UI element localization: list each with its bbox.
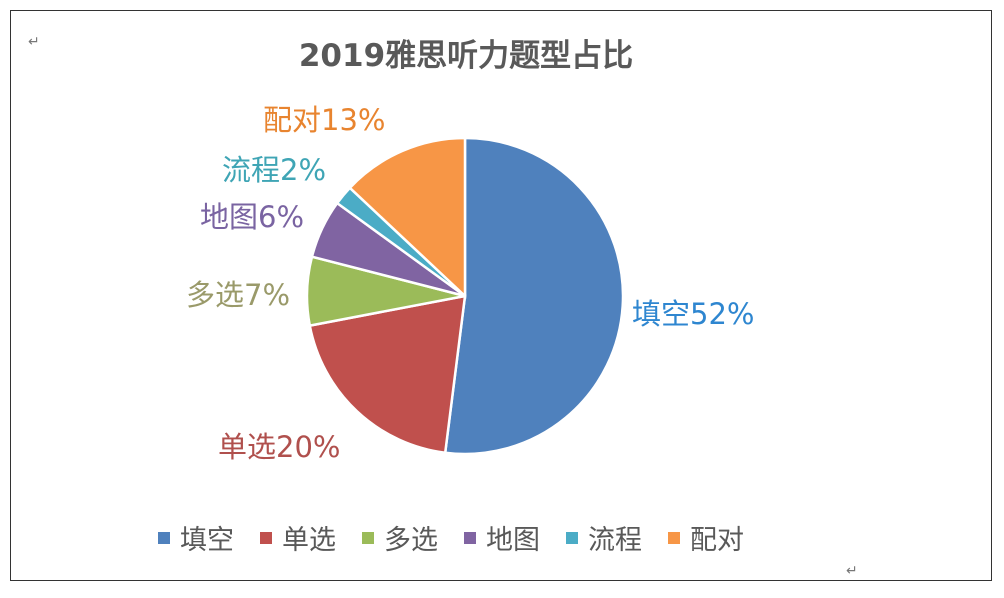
legend-label: 单选 [282,525,336,556]
data-label-3: 地图6% [200,200,305,234]
legend-item: 多选 [362,518,438,557]
legend-item: 流程 [566,518,642,557]
legend-label: 多选 [384,525,438,556]
paragraph-mark-icon: ↵ [846,563,858,579]
legend: 填空 单选 多选 地图 流程 配对 [158,518,744,557]
legend-label: 填空 [180,525,234,556]
pie-slice-1 [308,294,467,455]
legend-swatch-icon [260,531,272,544]
data-label-0: 填空52% [632,297,755,331]
legend-swatch-icon [668,531,680,544]
legend-item: 地图 [464,518,540,557]
pie-slice-0 [443,136,625,456]
chart-frame [10,10,992,581]
legend-item: 配对 [668,518,744,557]
chart-title: 2019雅思听力题型占比 [298,38,634,74]
pie-slice-5 [348,136,467,299]
data-label-1: 单选20% [218,430,341,464]
legend-item: 单选 [260,518,336,557]
legend-swatch-icon [158,531,170,544]
legend-item: 填空 [158,518,234,557]
data-label-2: 多选7% [186,278,291,312]
legend-swatch-icon [362,531,374,544]
legend-swatch-icon [566,531,578,544]
legend-label: 流程 [588,525,642,556]
legend-label: 配对 [690,525,744,556]
paragraph-mark-icon: ↵ [28,34,40,50]
data-label-5: 配对13% [263,103,386,137]
data-label-4: 流程2% [222,153,327,187]
legend-label: 地图 [486,525,540,556]
legend-swatch-icon [464,531,476,544]
